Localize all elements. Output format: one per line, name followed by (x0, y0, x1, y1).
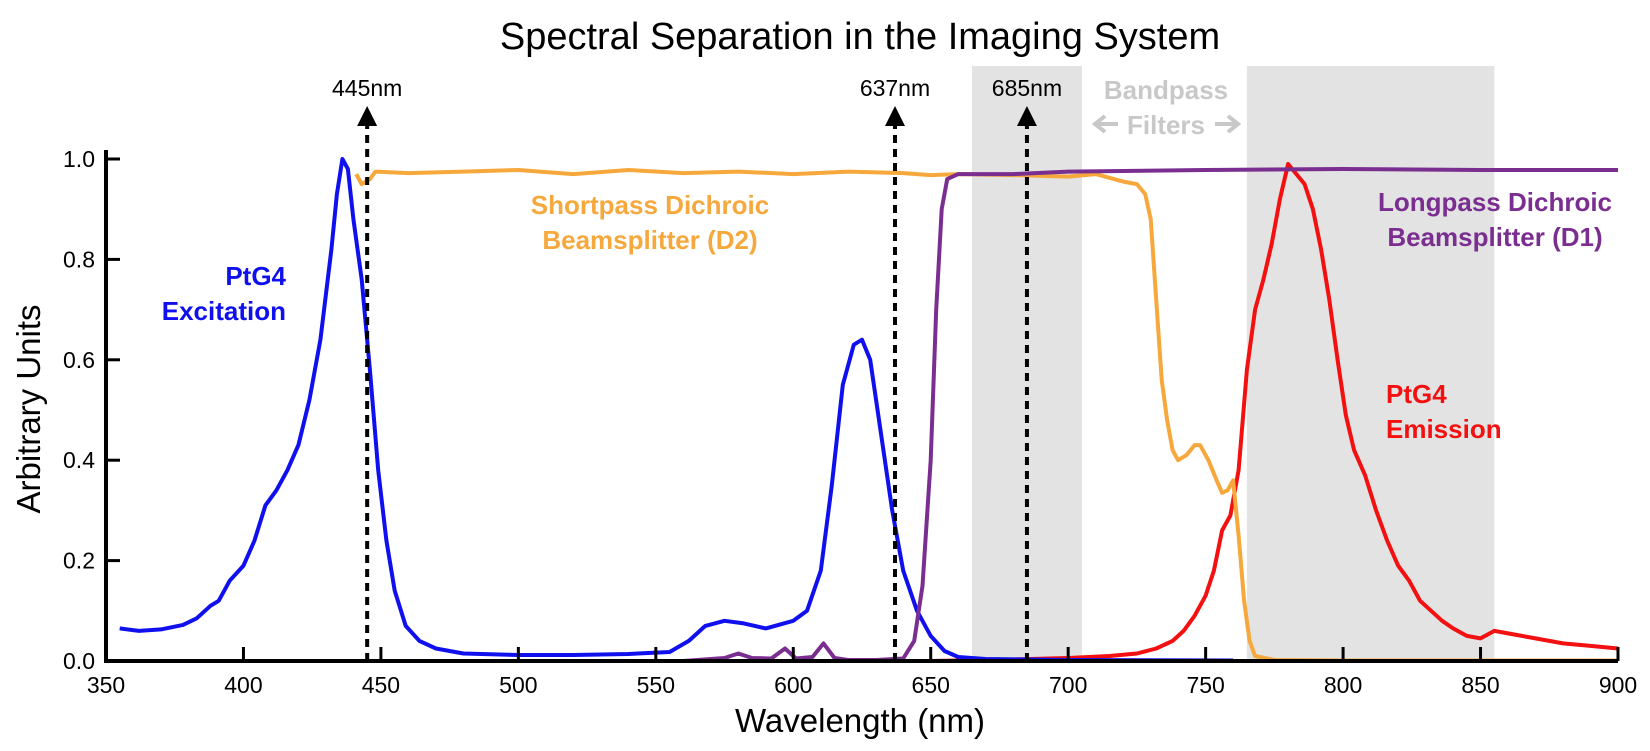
marker-arrow-2 (884, 106, 905, 126)
x-tick-label-7: 650 (912, 672, 950, 698)
y-tick-label-2: 0.2 (63, 548, 95, 574)
x-tick-label-5: 550 (637, 672, 675, 698)
x-tick-label-8: 700 (1049, 672, 1087, 698)
x-tick-label-10: 800 (1324, 672, 1362, 698)
y-tick-label-6: 1.0 (63, 146, 95, 172)
series-label-2-line-1: Shortpass Dichroic (531, 190, 769, 220)
y-tick-label-3: 0.4 (63, 447, 95, 473)
left-arrow-icon (1091, 114, 1118, 134)
marker-arrow-1 (357, 106, 378, 126)
marker-label-2: 637nm (860, 75, 930, 101)
x-tick-label-1: 350 (87, 672, 125, 698)
wavelength-markers: 445nm 637nm 685nm (332, 75, 1062, 661)
chart-title: Spectral Separation in the Imaging Syste… (500, 16, 1220, 58)
marker-label-3: 685nm (992, 75, 1062, 101)
bandpass-filters-label: Bandpass Filters (1091, 75, 1242, 140)
x-tick-label-6: 600 (774, 672, 812, 698)
tick-labels: 350 400 450 500 550 600 650 700 750 800 850 900 0.0 0… (63, 146, 1637, 698)
bandpass-label-line-2: Filters (1127, 110, 1205, 140)
x-tick-label-11: 850 (1461, 672, 1499, 698)
series-line-3 (518, 167, 1618, 663)
x-tick-label-3: 450 (362, 672, 400, 698)
series-label-4-line-1: PtG4 (1386, 379, 1447, 409)
x-tick-label-12: 900 (1599, 672, 1637, 698)
series-label-3-line-2: Beamsplitter (D1) (1387, 222, 1602, 252)
bandpass-band-2 (1246, 66, 1495, 661)
series-label-1-line-1: PtG4 (225, 261, 286, 291)
marker-arrow-3 (1016, 106, 1037, 126)
x-tick-label-4: 500 (499, 672, 537, 698)
series-line-2 (354, 168, 1618, 663)
series-lines (119, 157, 1619, 663)
marker-label-1: 445nm (332, 75, 402, 101)
bandpass-label-line-1: Bandpass (1104, 75, 1228, 105)
y-axis-label: Arbitrary Units (10, 304, 47, 513)
y-tick-label-5: 0.8 (63, 246, 95, 272)
y-tick-label-4: 0.6 (63, 347, 95, 373)
bandpass-bands (971, 66, 1495, 661)
x-tick-label-9: 750 (1186, 672, 1224, 698)
series-line-4 (930, 162, 1619, 663)
x-axis-label: Wavelength (nm) (735, 702, 985, 739)
series-label-3-line-1: Longpass Dichroic (1378, 187, 1612, 217)
right-arrow-icon (1215, 114, 1242, 134)
series-label-4-line-2: Emission (1386, 414, 1502, 444)
y-tick-label-1: 0.0 (63, 648, 95, 674)
x-tick-label-2: 400 (224, 672, 262, 698)
series-labels: PtG4 Excitation Shortpass Dichroic Beamspli… (162, 187, 1612, 444)
series-label-1-line-2: Excitation (162, 296, 286, 326)
axes (104, 150, 1618, 663)
series-line-1 (119, 157, 1234, 663)
series-label-2-line-2: Beamsplitter (D2) (542, 225, 757, 255)
